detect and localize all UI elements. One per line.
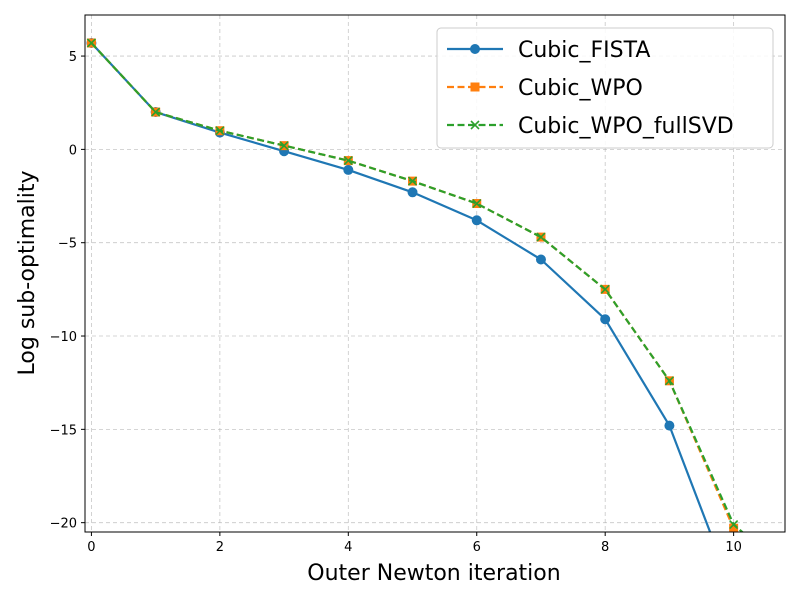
x-tick-label: 8 bbox=[601, 540, 609, 555]
x-tick-label: 6 bbox=[473, 540, 481, 555]
data-point bbox=[343, 164, 354, 175]
y-tick-label: −10 bbox=[50, 330, 77, 345]
data-point bbox=[664, 420, 675, 431]
data-point bbox=[536, 232, 546, 242]
data-point bbox=[472, 198, 482, 209]
data-point bbox=[729, 519, 739, 530]
y-tick-label: 0 bbox=[69, 143, 77, 158]
legend-box bbox=[436, 27, 774, 149]
legend-marker bbox=[470, 44, 480, 54]
x-tick-label: 4 bbox=[344, 540, 352, 555]
legend-label: Cubic_FISTA bbox=[518, 38, 650, 63]
series-layer bbox=[86, 37, 744, 532]
data-point bbox=[215, 126, 225, 136]
legend-marker bbox=[470, 82, 480, 92]
data-point bbox=[600, 284, 610, 294]
legend-label: Cubic_WPO_fullSVD bbox=[518, 114, 734, 139]
data-point bbox=[343, 156, 353, 166]
y-tick-label: −5 bbox=[58, 237, 77, 252]
y-tick-label: −20 bbox=[50, 517, 77, 532]
data-point bbox=[407, 187, 418, 198]
legend-label: Cubic_WPO bbox=[518, 76, 643, 101]
series-line-cubic-wpo-fullsvd bbox=[90, 42, 744, 532]
data-point bbox=[664, 376, 674, 386]
legend: Cubic_FISTA Cubic_WPO Cubic_WPO_fullSVD bbox=[436, 27, 774, 149]
data-point bbox=[279, 141, 289, 151]
data-point bbox=[86, 38, 96, 48]
data-point bbox=[151, 107, 161, 117]
y-axis-label: Log sub-optimality bbox=[15, 171, 40, 376]
legend-marker bbox=[470, 120, 480, 130]
series-clip-group bbox=[86, 37, 744, 532]
data-point bbox=[407, 176, 418, 186]
data-point bbox=[471, 215, 482, 226]
y-tick-label: 5 bbox=[69, 50, 77, 65]
x-tick-label: 0 bbox=[87, 540, 95, 555]
plot-frame bbox=[84, 14, 786, 533]
data-point bbox=[535, 254, 546, 265]
x-axis-label: Outer Newton iteration bbox=[307, 561, 560, 586]
x-tick-label: 2 bbox=[216, 540, 224, 555]
data-point bbox=[600, 314, 611, 325]
tick-layer: 0 2 4 6 8 10 5 0 −5 −10 −15 −20 bbox=[50, 50, 742, 555]
y-tick-label: −15 bbox=[50, 423, 77, 438]
x-tick-label: 10 bbox=[725, 540, 742, 555]
